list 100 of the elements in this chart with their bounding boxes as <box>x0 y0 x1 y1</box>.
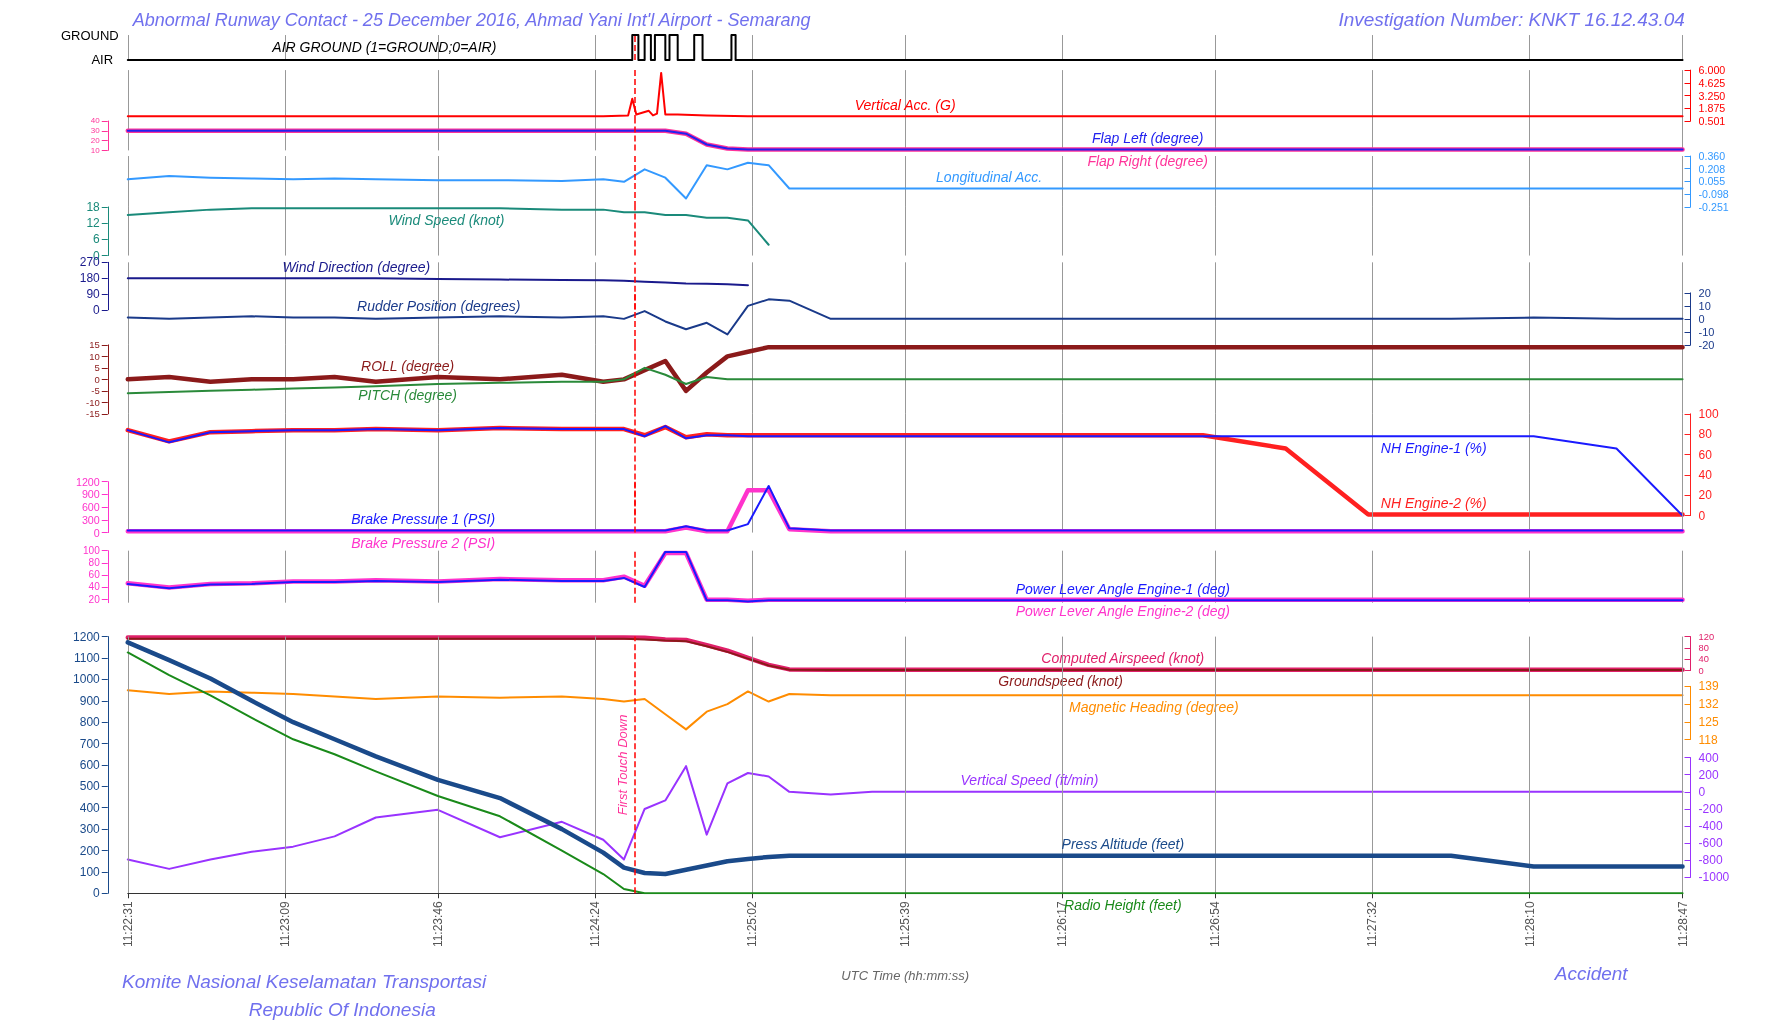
y-tick-label: -10 <box>86 396 100 408</box>
series-label: Brake Pressure 1 (PSI) <box>351 510 496 527</box>
y2-tick-label: 20 <box>1698 286 1711 299</box>
y-tick-label: 1200 <box>75 475 100 488</box>
series-label: Computed Airspeed (knot) <box>1041 650 1205 667</box>
text: Investigation Number: KNKT 16.12.43.04 <box>1338 8 1685 30</box>
series-label: NH Engine-2 (%) <box>1380 495 1487 512</box>
y-tick-label: 0 <box>93 302 101 317</box>
y2-tick-label: 3.250 <box>1698 89 1726 102</box>
series-label: NH Engine-1 (%) <box>1380 439 1487 456</box>
y-tick-label: 1100 <box>73 651 101 665</box>
series-label: Vertical Acc. (G) <box>854 96 956 113</box>
y2-tick-label: -800 <box>1698 853 1723 868</box>
y2-tick-label: -0.098 <box>1698 188 1729 201</box>
y-tick-label: 5 <box>94 362 100 374</box>
y-tick-label: -5 <box>91 385 100 397</box>
series-label: ROLL (degree) <box>361 357 455 374</box>
y-tick-label: 300 <box>81 513 100 526</box>
chart-title: Abnormal Runway Contact - 25 December 2016, Ahmad Yani Int'l Airport - Semarang <box>131 10 811 30</box>
y2-tick-label: -0.251 <box>1698 200 1729 213</box>
y2-tick-label: 0 <box>1698 508 1706 523</box>
y-tick-label: 300 <box>79 822 101 837</box>
y-tick-label: 10 <box>89 350 100 362</box>
text: AIR <box>91 52 114 68</box>
y-tick-label: 100 <box>79 864 101 879</box>
y2-tick-label: 1.875 <box>1698 102 1726 115</box>
series-label: Brake Pressure 2 (PSI) <box>351 534 496 551</box>
y-tick-label: -15 <box>86 408 100 420</box>
y2-tick-label: 118 <box>1698 732 1718 747</box>
y-tick-label: 100 <box>82 545 101 557</box>
text: Accident <box>1553 963 1629 985</box>
y-tick-label: 400 <box>79 800 101 815</box>
y-tick-label: 20 <box>90 136 101 146</box>
y-tick-label: 700 <box>79 736 101 751</box>
y2-tick-label: 60 <box>1698 447 1713 462</box>
y2-tick-label: 4.625 <box>1698 76 1726 89</box>
x-tick-label: 11:23:46 <box>430 900 445 948</box>
y2-tick-label: 132 <box>1698 697 1719 712</box>
series-label: Magnetic Heading (degree) <box>1069 698 1239 715</box>
series-label: Flap Right (degree) <box>1087 152 1209 169</box>
series-label: Flap Left (degree) <box>1092 129 1204 146</box>
series-label: Groundspeed (knot) <box>998 673 1123 690</box>
y2-tick-label: 20 <box>1698 488 1713 503</box>
x-tick-label: 11:28:47 <box>1675 900 1690 948</box>
y2-tick-label: 80 <box>1698 642 1709 653</box>
y-tick-label: 40 <box>90 116 101 126</box>
x-tick-label: 11:25:39 <box>898 900 913 948</box>
y-tick-label: 900 <box>79 693 101 708</box>
ref-line-label: First Touch Down <box>615 714 631 816</box>
y2-tick-label: 0.208 <box>1698 162 1726 175</box>
y-tick-label: 180 <box>79 271 101 286</box>
y-tick-label: 18 <box>86 199 101 214</box>
series-label: Wind Speed (knot) <box>388 211 505 228</box>
series-label: Rudder Position (degrees) <box>357 298 521 315</box>
y-tick-label: 600 <box>81 501 100 514</box>
y2-tick-label: -1000 <box>1698 870 1730 885</box>
y-tick-label: 500 <box>79 779 101 794</box>
x-tick-label: 11:28:10 <box>1522 900 1537 948</box>
y2-tick-label: 100 <box>1698 406 1719 421</box>
y2-tick-label: 120 <box>1698 631 1715 642</box>
y2-tick-label: 400 <box>1698 750 1719 765</box>
y-tick-label: 30 <box>90 126 101 136</box>
x-tick-label: 11:23:09 <box>277 900 292 948</box>
text: Republic Of Indonesia <box>248 999 436 1020</box>
y2-tick-label: 0.055 <box>1698 175 1726 188</box>
y-tick-label: 1200 <box>73 629 101 644</box>
y-tick-label: 60 <box>88 569 101 581</box>
y-tick-label: 0 <box>93 526 100 539</box>
y2-tick-label: 0 <box>1698 665 1704 676</box>
y-tick-label: 40 <box>88 581 101 593</box>
y2-tick-label: -400 <box>1698 819 1723 834</box>
y2-tick-label: 200 <box>1698 767 1719 782</box>
y-tick-label: 12 <box>86 216 101 231</box>
y2-tick-label: 40 <box>1698 654 1709 665</box>
text: GROUND <box>60 27 119 43</box>
series-label: Wind Direction (degree) <box>282 258 431 275</box>
y-tick-label: 90 <box>86 286 101 301</box>
y-tick-label: 800 <box>79 715 101 730</box>
y-tick-label: 200 <box>79 843 101 858</box>
y-tick-label: 6 <box>93 232 101 247</box>
y2-tick-label: 40 <box>1698 467 1713 482</box>
series-label: PITCH (degree) <box>358 387 458 404</box>
y2-tick-label: -20 <box>1698 338 1715 351</box>
y-tick-label: 0 <box>94 373 100 385</box>
y2-tick-label: 125 <box>1698 714 1719 729</box>
x-tick-label: 11:22:31 <box>120 900 135 948</box>
series-label: Press Altitude (feet) <box>1061 836 1185 853</box>
y-tick-label: 20 <box>88 593 101 605</box>
y2-tick-label: 139 <box>1698 679 1719 694</box>
y2-tick-label: 0.360 <box>1698 150 1726 163</box>
y2-tick-label: -600 <box>1698 836 1723 851</box>
y-tick-label: 900 <box>81 488 100 501</box>
series-label: Power Lever Angle Engine-2 (deg) <box>1015 603 1230 620</box>
y-tick-label: 15 <box>89 339 100 351</box>
y2-tick-label: 0.501 <box>1698 114 1726 127</box>
y2-tick-label: 80 <box>1698 427 1713 442</box>
series-label: AIR GROUND (1=GROUND;0=AIR) <box>271 38 497 55</box>
y-tick-label: 10 <box>90 145 101 155</box>
y2-tick-label: -200 <box>1698 801 1723 816</box>
x-tick-label: 11:25:02 <box>745 900 760 948</box>
